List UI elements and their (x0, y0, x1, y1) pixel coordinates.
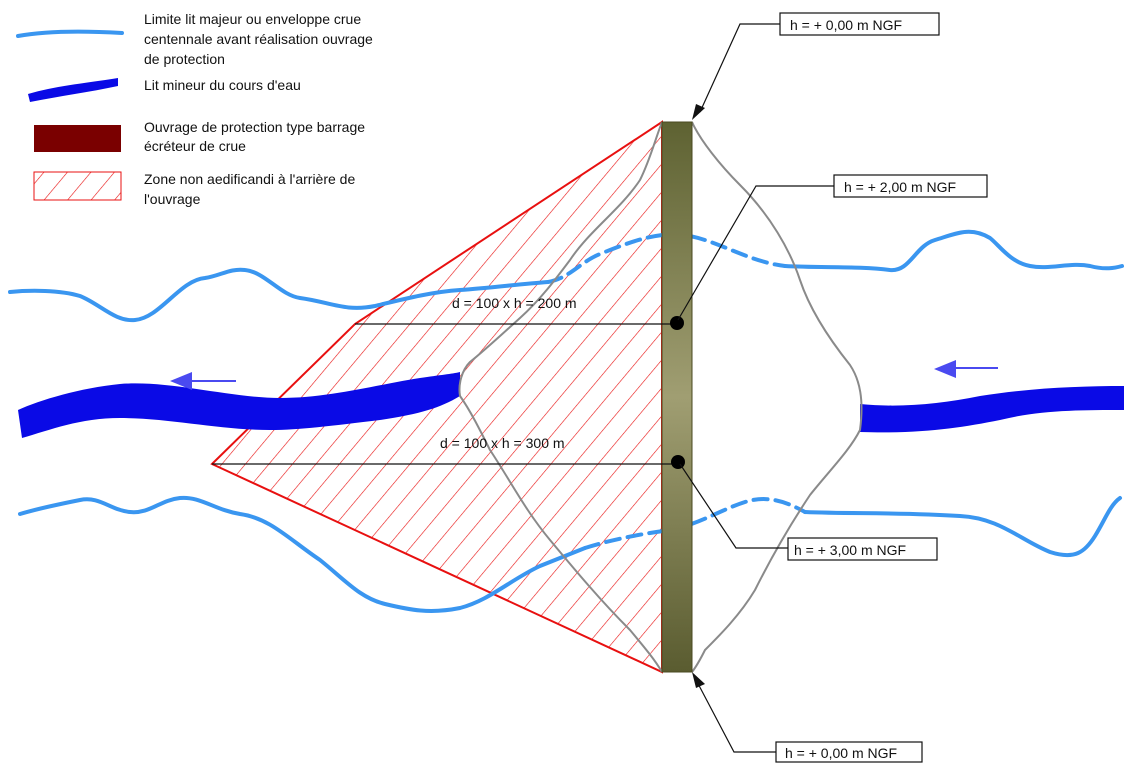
flood-limit-lower-dashed (583, 497, 807, 550)
legend-flood-limit-label-2: centennale avant réalisation ouvrage (144, 31, 373, 47)
legend-zone-label-1: Zone non aedificandi à l'arrière de (144, 171, 355, 187)
point-h2 (670, 316, 684, 330)
flood-limit-lines (8, 229, 1124, 613)
contour-left (458, 121, 663, 673)
flood-limit-lower-left (18, 495, 587, 613)
callout-top: h = + 0,00 m NGF (692, 12, 940, 120)
distance-label-300: d = 100 x h = 300 m (440, 435, 565, 451)
distance-label-200: d = 100 x h = 200 m (452, 295, 577, 311)
callout-top-text: h = + 0,00 m NGF (790, 17, 902, 33)
legend-dam-label-2: écréteur de crue (144, 138, 246, 154)
flow-arrow-left (170, 372, 236, 390)
point-h3 (671, 455, 685, 469)
legend-flood-limit-label-1: Limite lit majeur ou enveloppe crue (144, 11, 361, 27)
legend-zone-swatch (33, 171, 122, 201)
legend-riverbed-label: Lit mineur du cours d'eau (144, 77, 301, 93)
flood-limit-upper-left (8, 267, 550, 323)
callout-h2-text: h = + 2,00 m NGF (844, 179, 956, 195)
callout-bottom-text: h = + 0,00 m NGF (785, 745, 897, 761)
contour-right (691, 121, 863, 673)
callout-h3-text: h = + 3,00 m NGF (794, 542, 906, 558)
flood-limit-upper-right (783, 229, 1124, 273)
protection-dam (661, 121, 693, 673)
riverbed-upstream (860, 386, 1124, 433)
legend-flood-limit-label-3: de protection (144, 51, 225, 67)
legend: Limite lit majeur ou enveloppe crue cent… (16, 11, 373, 207)
legend-dam-label-1: Ouvrage de protection type barrage (144, 119, 365, 135)
legend-flood-limit-swatch (16, 29, 124, 38)
legend-dam-swatch (34, 125, 121, 152)
callout-h2: h = + 2,00 m NGF (677, 174, 988, 321)
flow-arrow-right (934, 360, 998, 378)
flood-limit-upper-dashed (546, 232, 787, 284)
riverbed-downstream (18, 372, 460, 438)
legend-zone-label-2: l'ouvrage (144, 191, 201, 207)
callout-bottom: h = + 0,00 m NGF (692, 672, 923, 763)
flood-limit-lower-right (803, 496, 1122, 558)
legend-riverbed-swatch (28, 78, 118, 102)
callout-h3: h = + 3,00 m NGF (679, 463, 938, 561)
terrain-contour-lines (458, 121, 863, 673)
